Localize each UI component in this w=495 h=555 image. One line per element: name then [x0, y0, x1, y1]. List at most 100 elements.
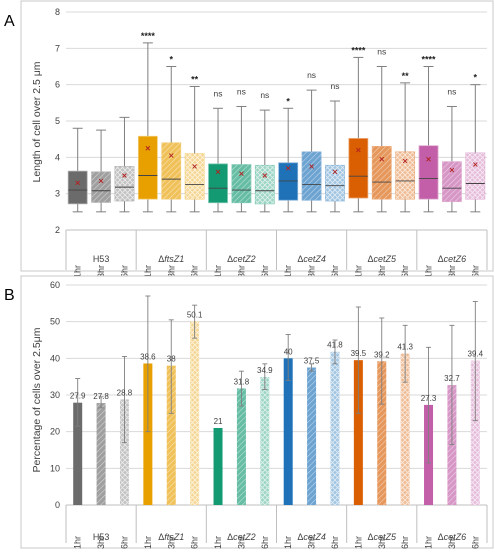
data-label: 38: [167, 355, 176, 364]
y-tick-label: 8: [55, 7, 60, 17]
y-tick-label: 6: [55, 80, 60, 90]
box-pattern: [465, 152, 485, 200]
box-pattern: [231, 164, 251, 203]
box-pattern: [255, 165, 275, 204]
bar-pattern: [166, 365, 176, 505]
x-subcategory-label: 1hr: [424, 536, 434, 549]
bar-group: 39.2: [374, 317, 390, 505]
group-label-prefix: Δ: [297, 254, 303, 264]
x-subcategory-label: 1hr: [213, 536, 223, 549]
bar: [73, 402, 83, 505]
bar-group: 27.9: [70, 378, 86, 505]
group-label: H53: [93, 254, 110, 264]
data-label: 39.5: [351, 349, 367, 358]
panel-b-ylabel: Percentage of cells over 2.5μm: [31, 327, 43, 472]
data-label: 28.8: [117, 388, 133, 397]
bar-group: 50.1: [187, 304, 203, 505]
bar-pattern: [119, 399, 129, 505]
group-label-name: cetZ2: [233, 254, 256, 264]
bar: [213, 428, 223, 505]
data-label: 21: [214, 417, 223, 426]
group-label-prefix: Δ: [158, 254, 164, 264]
bar-pattern: [330, 351, 340, 505]
box-pattern: [325, 165, 345, 201]
box-mean-marker: [285, 165, 291, 171]
significance-label: *: [286, 96, 290, 106]
x-subcategory-label: 6hr: [400, 265, 410, 278]
x-subcategory-label: 3hr: [447, 536, 457, 549]
box: **: [395, 71, 416, 213]
data-label: 41.3: [397, 343, 413, 352]
group-label-name: cetZ4: [303, 254, 326, 264]
bar-group: 21: [213, 417, 223, 505]
x-subcategory-label: 3hr: [236, 536, 246, 549]
y-tick-label: 60: [50, 280, 60, 290]
box: ****: [418, 55, 439, 213]
bar-pattern: [236, 388, 246, 505]
x-subcategory-label: 3hr: [307, 536, 317, 549]
group-label: ΔftsZ1: [158, 254, 184, 264]
x-subcategory-label: 3hr: [236, 265, 246, 278]
box-mean-marker: [309, 164, 314, 169]
box-mean-marker: [356, 147, 361, 153]
box-pattern: [91, 171, 111, 203]
x-subcategory-label: 3hr: [447, 265, 457, 278]
group-label-prefix: Δ: [227, 254, 233, 264]
box: ns: [371, 47, 392, 213]
data-label: 50.1: [187, 310, 203, 319]
group-label-prefix: Δ: [438, 532, 444, 542]
box-mean-marker: [449, 167, 455, 173]
bar: [143, 363, 153, 505]
group-label: ΔftsZ1: [158, 532, 184, 542]
box-iqr: [67, 170, 88, 205]
bar-group: 39.4: [468, 301, 484, 505]
box-mean-marker: [332, 169, 338, 175]
data-label: 40: [284, 347, 293, 356]
x-subcategory-label: 6hr: [260, 536, 270, 549]
bar-group: 38: [166, 319, 176, 505]
box-mean-marker: [215, 169, 221, 175]
panel-b-frame: [20, 275, 494, 549]
x-subcategory-label: 1hr: [283, 265, 293, 278]
bar-group: 40: [283, 334, 293, 505]
y-tick-label: 40: [50, 353, 60, 363]
box: ns: [301, 70, 322, 213]
x-subcategory-label: 6hr: [400, 536, 410, 549]
group-label-name: H53: [93, 254, 110, 264]
y-tick-label: 0: [55, 500, 60, 510]
significance-label: ns: [237, 86, 246, 96]
box: ns: [442, 86, 462, 213]
bar-group: 32.7: [444, 324, 460, 505]
group-label-prefix: Δ: [367, 254, 373, 264]
group-label: ΔcetZ5: [367, 532, 397, 542]
box-mean-marker: [262, 173, 268, 178]
x-subcategory-label: 6hr: [190, 536, 200, 549]
group-label-name: cetZ6: [444, 532, 467, 542]
box-pattern: [161, 142, 181, 200]
y-tick-label: 50: [50, 317, 60, 327]
box: ns: [208, 88, 228, 213]
box-pattern: [442, 161, 462, 202]
significance-label: *: [474, 73, 478, 83]
group-label-name: cetZ2: [233, 532, 256, 542]
x-subcategory-label: 6hr: [330, 536, 340, 549]
x-subcategory-label: 6hr: [260, 265, 270, 278]
y-tick-label: 5: [55, 116, 60, 126]
x-subcategory-label: 3hr: [307, 265, 317, 278]
bar-pattern: [190, 321, 200, 505]
box: [114, 116, 135, 213]
group-label: ΔcetZ4: [297, 254, 326, 264]
box-pattern: [302, 151, 322, 201]
x-subcategory-label: 3hr: [96, 536, 106, 549]
significance-label: *: [169, 55, 173, 65]
data-label: 41.8: [327, 341, 343, 350]
group-label: H53: [93, 532, 110, 542]
box-mean-marker: [168, 153, 174, 158]
box: ****: [137, 31, 158, 213]
x-subcategory-label: 3hr: [166, 265, 176, 278]
x-subcategory-label: 6hr: [470, 536, 480, 549]
box: [67, 127, 88, 213]
data-label: 32.7: [444, 374, 460, 383]
